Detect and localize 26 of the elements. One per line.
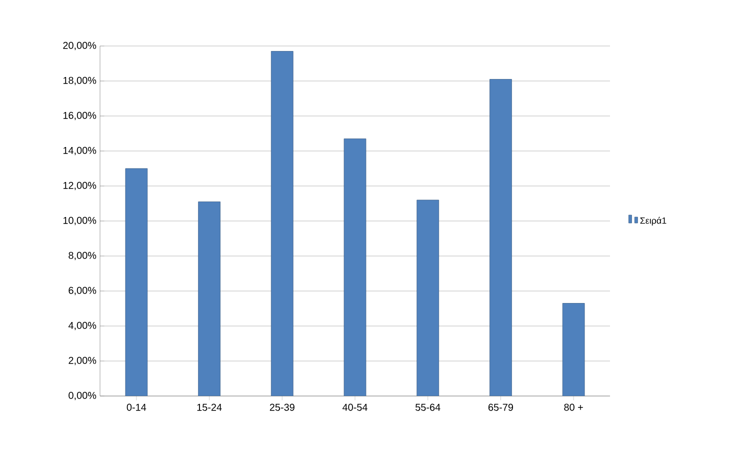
y-tick-label: 18,00% xyxy=(63,76,96,86)
x-tick-label: 25-39 xyxy=(270,404,294,411)
x-tick-label: 65-79 xyxy=(488,404,513,411)
y-tick-label: 10,00% xyxy=(63,216,96,226)
y-tick-label: 12,00% xyxy=(63,182,96,190)
y-tick-label: 0,00% xyxy=(68,392,96,400)
x-tick-label: 55-64 xyxy=(416,404,440,411)
y-tick-label: 2,00% xyxy=(68,356,96,366)
legend-label: Σειρά1 xyxy=(640,216,666,226)
x-tick-label: 80 + xyxy=(564,404,583,411)
bar xyxy=(198,202,220,396)
x-tick-label: 0-14 xyxy=(126,404,146,411)
bar xyxy=(270,51,294,396)
y-tick-label: 8,00% xyxy=(68,252,96,260)
y-tick-label: 16,00% xyxy=(63,112,96,120)
y-tick-label: 4,00% xyxy=(68,322,96,330)
y-tick-label: 20,00% xyxy=(63,42,96,50)
y-tick-label: 14,00% xyxy=(63,146,96,156)
bar xyxy=(125,168,148,396)
y-tick-label: 6,00% xyxy=(68,286,96,296)
bar xyxy=(490,79,512,396)
bar xyxy=(416,200,440,396)
bar xyxy=(344,138,366,396)
x-tick-label: 40-54 xyxy=(342,404,368,411)
x-tick-label: 15-24 xyxy=(197,404,222,411)
bar xyxy=(562,303,585,396)
